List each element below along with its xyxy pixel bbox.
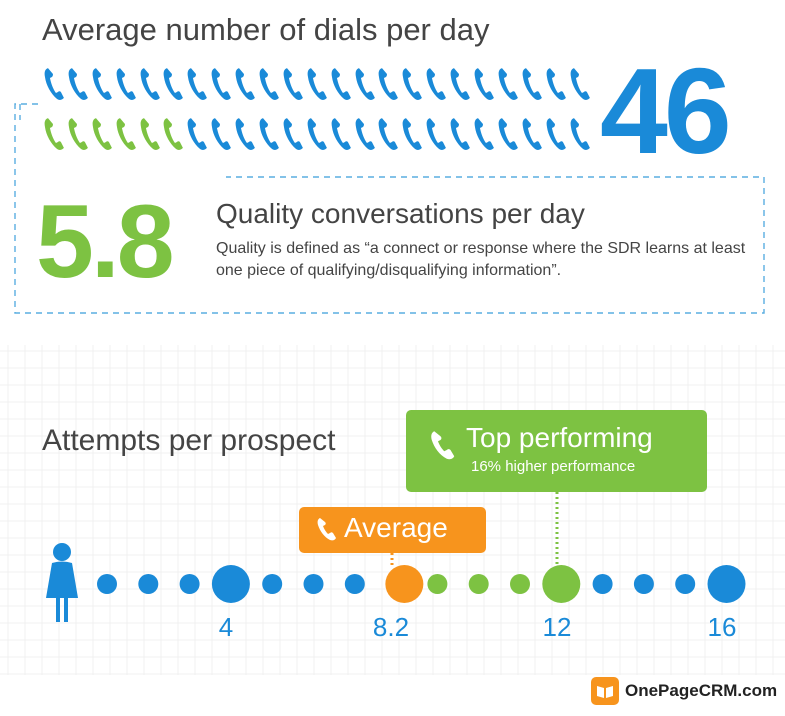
phone-icon [570, 118, 590, 151]
phone-icon [211, 68, 232, 101]
phone-icon [522, 68, 542, 101]
phone-icon [450, 68, 471, 101]
phone-icon [317, 518, 336, 541]
timeline-dot [542, 565, 581, 603]
timeline-dot [385, 565, 424, 603]
person-icon [46, 543, 78, 622]
logo-text: OnePageCRM.com [625, 681, 778, 700]
tick-label-8-2: 8.2 [372, 612, 410, 642]
phone-icon [355, 68, 375, 101]
dials-title: Average number of dials per day [42, 12, 490, 47]
timeline-dot [468, 574, 489, 594]
phone-icon [426, 68, 447, 101]
phone-icon [164, 68, 184, 101]
phone-icon [307, 68, 327, 101]
phone-icon [379, 68, 399, 101]
timeline-dot [97, 574, 117, 594]
phone-icon [68, 68, 88, 101]
phone-icon [431, 431, 455, 460]
timeline-dot [138, 574, 159, 594]
phone-icon [402, 68, 423, 101]
phone-icon [450, 118, 471, 151]
tick-label-16: 16 [707, 612, 737, 642]
phone-icon [68, 118, 88, 151]
tick-label-4: 4 [218, 612, 234, 642]
phone-icon [498, 118, 518, 151]
phone-icon [474, 118, 494, 151]
phone-icon [140, 68, 160, 101]
phone-icon [426, 118, 447, 151]
average-callout [299, 507, 486, 553]
phone-icon [140, 118, 160, 151]
top-performing-callout [406, 410, 707, 492]
phone-icon [235, 68, 256, 101]
timeline-dot [633, 574, 654, 594]
timeline-dot [675, 574, 696, 594]
phone-icon [546, 68, 566, 101]
phone-icon [187, 118, 208, 151]
phone-icon [331, 68, 351, 101]
top-performing-label: Top performing [466, 422, 653, 453]
timeline-dot [303, 574, 324, 594]
phone-icon [546, 118, 566, 151]
phone-icon [283, 68, 303, 101]
phone-icon [379, 118, 399, 151]
phone-icon [283, 118, 303, 151]
logo-book-icon [591, 677, 619, 705]
phone-icon [259, 68, 279, 101]
onepagecrm-logo[interactable]: OnePageCRM.com [591, 676, 777, 706]
phone-icon [355, 118, 375, 151]
phone-icon [116, 118, 136, 151]
quality-title: Quality conversations per day [216, 198, 585, 229]
phone-icon [92, 68, 112, 101]
phone-row-1 [42, 64, 591, 108]
phone-icon [331, 118, 351, 151]
tick-label-12: 12 [542, 612, 572, 642]
phone-icon [307, 118, 327, 151]
quality-description: Quality is defined as “a connect or resp… [216, 240, 746, 279]
phone-row-2 [42, 114, 591, 158]
dashed-frame [14, 103, 765, 314]
average-label: Average [344, 512, 448, 543]
phone-icon [92, 118, 112, 151]
phone-icon [116, 68, 136, 101]
quality-value: 5.8 [36, 184, 175, 300]
top-performing-subtitle: 16% higher performance [471, 458, 636, 475]
timeline-dot [211, 565, 250, 603]
timeline-dot [707, 565, 746, 603]
timeline-dot [592, 574, 613, 594]
phone-icon [259, 118, 279, 151]
phone-icon [474, 68, 494, 101]
timeline-dot [179, 574, 200, 594]
phone-icon [187, 68, 208, 101]
timeline-dot [344, 574, 365, 594]
attempts-title: Attempts per prospect [42, 424, 336, 457]
timeline-dot [262, 574, 283, 594]
timeline-dot [427, 574, 448, 594]
phone-icon [44, 118, 64, 151]
phone-icon [570, 68, 590, 101]
phone-icon [211, 118, 232, 151]
phone-icon [235, 118, 256, 151]
background-grid [0, 345, 785, 675]
phone-icon [522, 118, 542, 151]
timeline-dot [510, 574, 530, 594]
phone-icon [44, 68, 64, 101]
dials-value: 46 [600, 43, 732, 179]
phone-icon [498, 68, 518, 101]
phone-icon [164, 118, 184, 151]
phone-icon [402, 118, 423, 151]
